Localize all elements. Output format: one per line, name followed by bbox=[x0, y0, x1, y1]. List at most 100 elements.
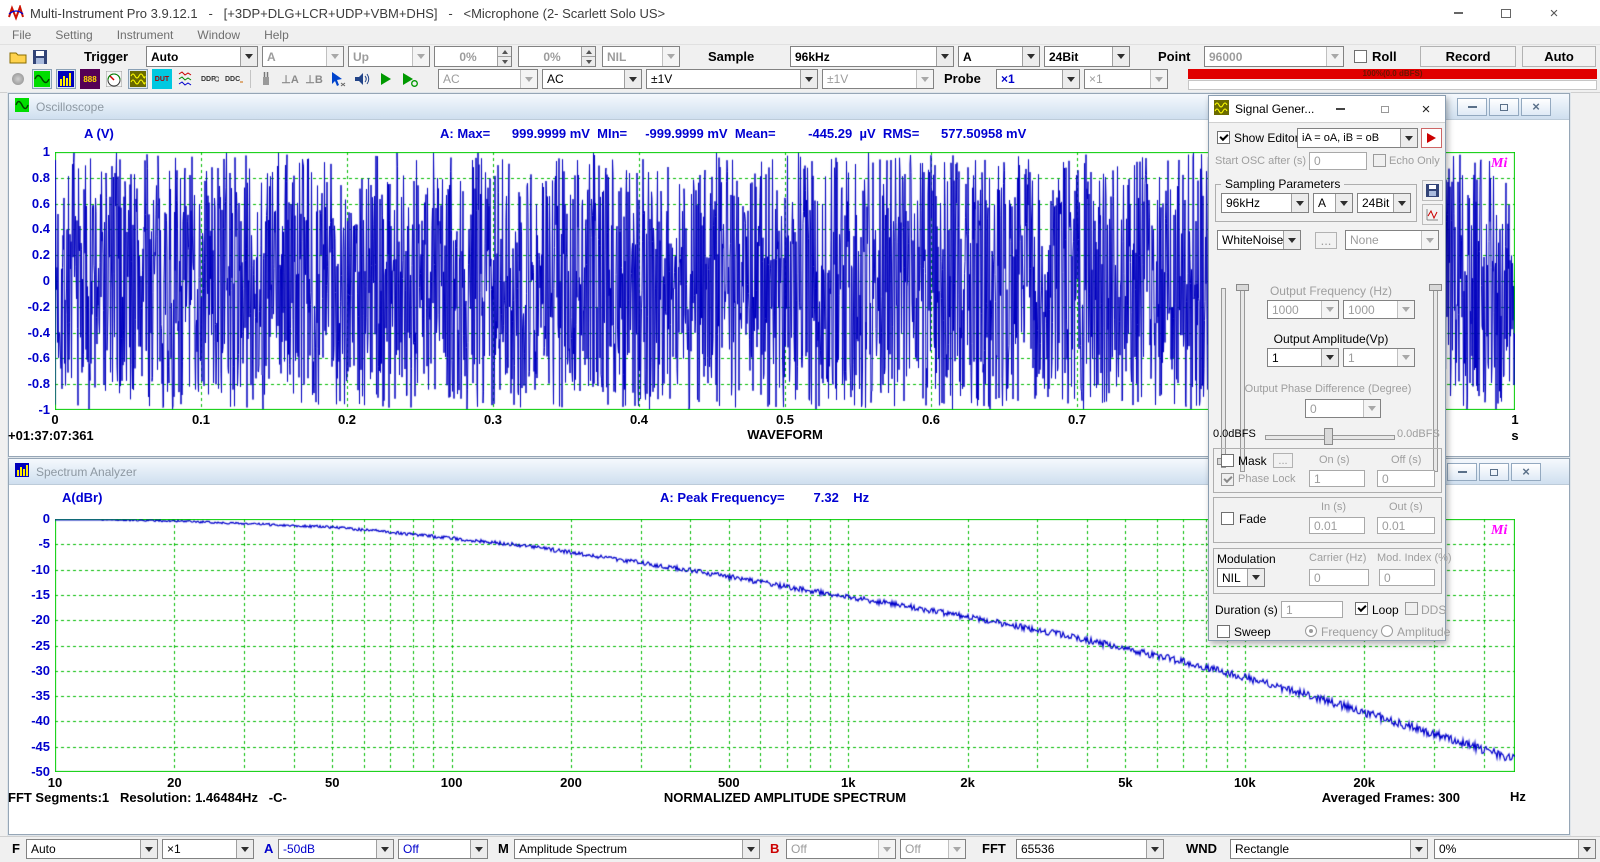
coupling-a-select[interactable]: AC bbox=[438, 69, 538, 89]
show-editor-checkbox[interactable] bbox=[1217, 131, 1230, 144]
fade-out-input[interactable]: 0.01 bbox=[1377, 517, 1435, 534]
phase-lock-checkbox[interactable] bbox=[1221, 473, 1234, 486]
b-range-select[interactable]: Off bbox=[786, 839, 896, 859]
sampling-rate-select[interactable]: 96kHz bbox=[790, 46, 954, 67]
a-ref-select[interactable]: Off bbox=[398, 839, 488, 859]
gen-sampling-rate-select[interactable]: 96kHz bbox=[1221, 193, 1309, 213]
chevron-down-icon[interactable] bbox=[470, 840, 487, 858]
range-b-select[interactable]: ±1V bbox=[822, 69, 934, 89]
amplitude-a-select[interactable]: 1 bbox=[1267, 348, 1339, 367]
spectrum-3d-plotter-icon[interactable] bbox=[104, 69, 124, 89]
ground-a-icon[interactable]: ⊥A bbox=[281, 73, 299, 86]
frequency-slider-a[interactable] bbox=[1221, 288, 1226, 468]
probe-a-select[interactable]: ×1 bbox=[996, 69, 1080, 89]
maximize-button[interactable] bbox=[1486, 2, 1526, 24]
chevron-down-icon[interactable] bbox=[1335, 194, 1352, 212]
chevron-down-icon[interactable] bbox=[1400, 129, 1417, 147]
run-button-icon[interactable] bbox=[376, 69, 396, 89]
mask-checkbox[interactable] bbox=[1221, 454, 1234, 467]
fft-size-select[interactable]: 65536 bbox=[1016, 839, 1164, 859]
window-restore-button[interactable] bbox=[1479, 463, 1509, 481]
modulation-type-select[interactable]: NIL bbox=[1217, 568, 1265, 587]
menu-item-help[interactable]: Help bbox=[264, 28, 289, 42]
amplitude-slider-b-thumb[interactable] bbox=[1429, 284, 1442, 291]
phase-select[interactable]: 0 bbox=[1305, 399, 1381, 418]
gen-window-select[interactable]: None bbox=[1345, 230, 1439, 250]
dialog-minimize-button[interactable] bbox=[1327, 100, 1353, 118]
b-ref-select[interactable]: Off bbox=[900, 839, 966, 859]
close-button[interactable]: × bbox=[1549, 4, 1559, 22]
auto-scale-button[interactable]: Auto bbox=[1522, 46, 1596, 67]
probe-calibration-icon[interactable] bbox=[256, 69, 276, 89]
waveform-browse-button[interactable]: ... bbox=[1315, 232, 1337, 249]
frequency-axis-select[interactable]: Auto bbox=[26, 839, 158, 859]
menu-item-instrument[interactable]: Instrument bbox=[116, 28, 174, 42]
range-a-select[interactable]: ±1V bbox=[646, 69, 818, 89]
a-range-select[interactable]: -50dB bbox=[278, 839, 394, 859]
mask-browse-button[interactable]: ... bbox=[1273, 453, 1293, 468]
trigger-edge-select[interactable]: Up bbox=[348, 46, 430, 67]
trigger-frequency-select[interactable]: NIL bbox=[602, 46, 680, 67]
roll-checkbox[interactable] bbox=[1354, 50, 1367, 63]
spinner-arrows-icon[interactable] bbox=[497, 47, 511, 66]
probe-b-select[interactable]: ×1 bbox=[1084, 69, 1168, 89]
sampling-channel-select[interactable]: A bbox=[958, 46, 1040, 67]
dialog-close-button[interactable]: × bbox=[1413, 100, 1439, 118]
chevron-down-icon[interactable] bbox=[800, 70, 817, 88]
dialog-maximize-button[interactable] bbox=[1372, 100, 1398, 118]
sweep-frequency-radio[interactable] bbox=[1305, 625, 1317, 637]
loop-checkbox[interactable] bbox=[1355, 602, 1368, 615]
chevron-down-icon[interactable] bbox=[1112, 47, 1129, 66]
window-restore-button[interactable] bbox=[1489, 98, 1519, 116]
amplitude-slider-a-thumb[interactable] bbox=[1236, 284, 1249, 291]
generator-file-button[interactable] bbox=[1422, 204, 1443, 225]
menu-item-setting[interactable]: Setting bbox=[55, 28, 93, 42]
derived-data-curve-icon[interactable] bbox=[176, 69, 196, 89]
trigger-source-select[interactable]: A bbox=[262, 46, 344, 67]
chevron-down-icon[interactable] bbox=[240, 47, 257, 66]
chevron-down-icon[interactable] bbox=[1283, 231, 1300, 249]
window-close-button[interactable]: × bbox=[1511, 463, 1541, 481]
balance-slider-thumb[interactable] bbox=[1324, 428, 1333, 445]
duration-input[interactable]: 1 bbox=[1281, 601, 1343, 618]
chevron-down-icon[interactable] bbox=[624, 70, 641, 88]
amplitude-slider-a[interactable] bbox=[1240, 284, 1245, 472]
generator-run-button[interactable] bbox=[1421, 128, 1442, 148]
ddp-viewer-icon[interactable]: DDP bbox=[200, 69, 220, 89]
mod-index-input[interactable]: 0 bbox=[1379, 569, 1435, 586]
chevron-down-icon[interactable] bbox=[1062, 70, 1079, 88]
run-loop-button-icon[interactable] bbox=[400, 69, 420, 89]
spectrum-analyzer-icon[interactable] bbox=[56, 69, 76, 89]
spinner-arrows-icon[interactable] bbox=[581, 47, 595, 66]
overlap-select[interactable]: 0% bbox=[1434, 839, 1596, 859]
window-minimize-button[interactable] bbox=[1447, 463, 1477, 481]
routing-select[interactable]: iA = oA, iB = oB bbox=[1297, 128, 1418, 148]
gen-sampling-channel-select[interactable]: A bbox=[1313, 193, 1353, 213]
record-indicator-icon[interactable] bbox=[8, 69, 28, 89]
chevron-down-icon[interactable] bbox=[376, 840, 393, 858]
amplitude-b-select[interactable]: 1 bbox=[1343, 348, 1415, 367]
chevron-down-icon[interactable] bbox=[1146, 840, 1163, 858]
fade-checkbox[interactable] bbox=[1221, 512, 1234, 525]
chevron-down-icon[interactable] bbox=[236, 840, 253, 858]
generator-save-button[interactable] bbox=[1422, 180, 1443, 201]
cursor-reader-icon[interactable] bbox=[328, 69, 348, 89]
sweep-checkbox[interactable] bbox=[1217, 625, 1230, 638]
sweep-amplitude-radio[interactable] bbox=[1381, 625, 1393, 637]
oscilloscope-icon[interactable] bbox=[32, 69, 52, 89]
start-osc-input[interactable]: 0 bbox=[1309, 152, 1367, 170]
point-count-select[interactable]: 96000 bbox=[1204, 46, 1344, 67]
chevron-down-icon[interactable] bbox=[936, 47, 953, 66]
chevron-down-icon[interactable] bbox=[1291, 194, 1308, 212]
record-button[interactable]: Record bbox=[1420, 46, 1516, 67]
trigger-mode-select[interactable]: Auto bbox=[146, 46, 258, 67]
frequency-b-select[interactable]: 1000 bbox=[1343, 300, 1415, 319]
mask-off-input[interactable]: 0 bbox=[1377, 470, 1435, 487]
chevron-down-icon[interactable] bbox=[742, 840, 759, 858]
sampling-bits-select[interactable]: 24Bit bbox=[1044, 46, 1130, 67]
chevron-down-icon[interactable] bbox=[1321, 349, 1338, 366]
menu-item-window[interactable]: Window bbox=[197, 28, 241, 42]
save-icon[interactable] bbox=[30, 47, 50, 67]
ground-b-icon[interactable]: ⊥B bbox=[305, 73, 323, 86]
mask-on-input[interactable]: 1 bbox=[1309, 470, 1365, 487]
